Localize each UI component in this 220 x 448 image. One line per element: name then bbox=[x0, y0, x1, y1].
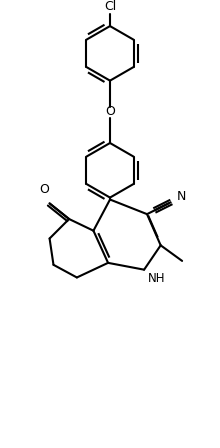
Text: O: O bbox=[39, 183, 49, 196]
Text: NH: NH bbox=[148, 272, 165, 285]
Text: Cl: Cl bbox=[104, 0, 116, 13]
Text: N: N bbox=[177, 190, 187, 203]
Text: O: O bbox=[105, 105, 115, 118]
